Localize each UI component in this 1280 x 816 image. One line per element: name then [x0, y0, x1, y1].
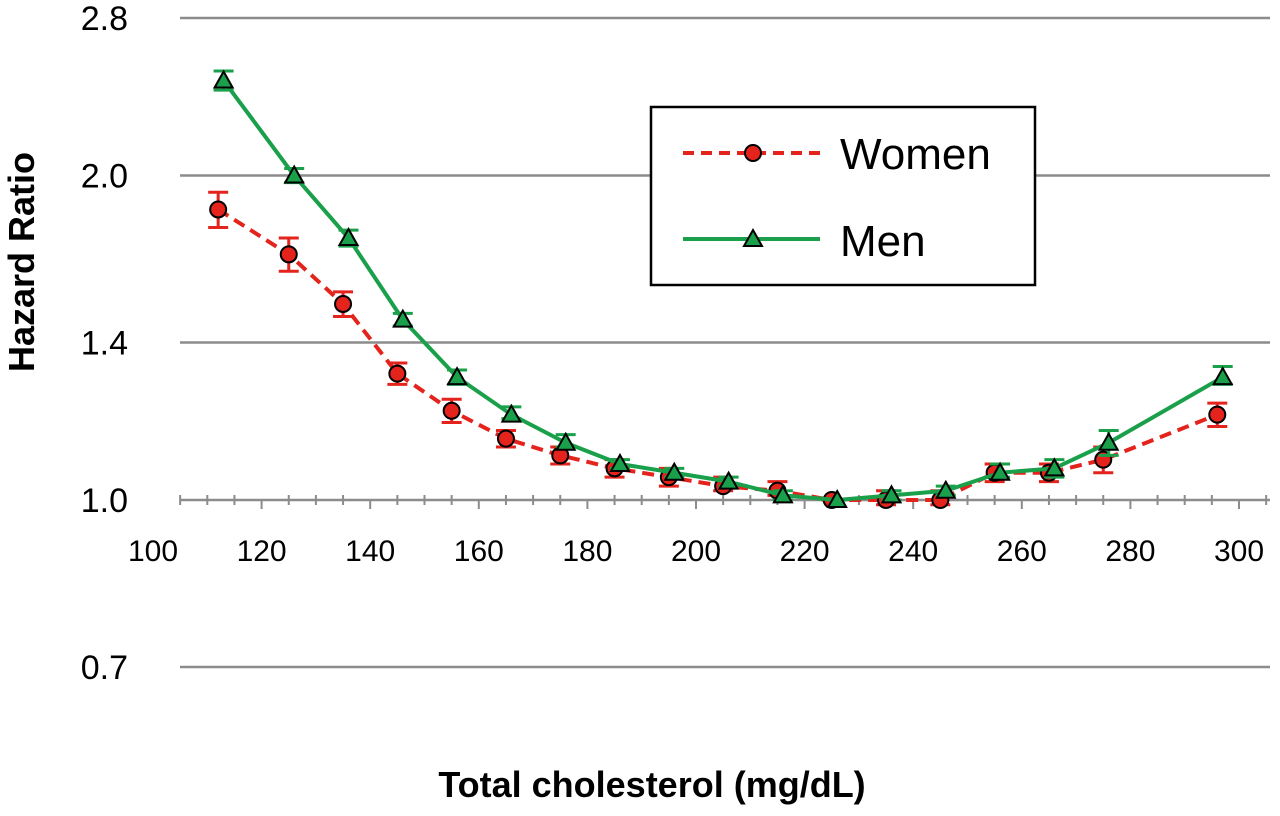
series-men: [212, 69, 1234, 508]
x-tick-label: 200: [671, 535, 721, 568]
data-point-men: [1043, 457, 1066, 477]
y-axis-ticks: 2.8 2.0 1.4 1.0 0.7: [81, 0, 128, 687]
y-tick-label: 1.0: [81, 482, 128, 520]
data-point-men: [935, 479, 957, 499]
data-point-men: [826, 488, 848, 508]
y-axis-title: Hazard Ratio: [1, 152, 42, 372]
data-point-men: [663, 461, 685, 481]
gridlines: [180, 16, 1270, 669]
x-tick-label: 260: [997, 535, 1047, 568]
data-point-men: [392, 308, 414, 328]
x-tick-label: 300: [1214, 535, 1264, 568]
data-point-men: [772, 484, 794, 504]
x-tick-label: 160: [454, 535, 504, 568]
x-tick-label: 120: [237, 535, 287, 568]
y-tick-label: 0.7: [81, 649, 128, 687]
data-point-women: [496, 429, 515, 448]
data-point-men: [880, 484, 903, 504]
data-point-women: [1208, 405, 1227, 424]
x-tick-label: 280: [1105, 535, 1155, 568]
legend-item-women: Women: [683, 130, 991, 179]
data-point-men: [989, 461, 1011, 481]
x-tick-label: 240: [888, 535, 938, 568]
data-point-women: [442, 401, 461, 420]
data-point-men: [446, 366, 468, 386]
x-tick-label: 140: [345, 535, 395, 568]
series-line-men: [221, 79, 1224, 502]
legend-women-marker: [744, 144, 762, 162]
data-point-men: [500, 403, 523, 423]
y-tick-label: 2.0: [81, 158, 128, 196]
data-point-men: [212, 69, 235, 89]
data-point-women: [334, 294, 353, 313]
x-axis-title: Total cholesterol (mg/dL): [438, 764, 865, 805]
legend-label-women: Women: [840, 130, 991, 179]
legend-box: [649, 105, 1037, 287]
data-point-men: [554, 431, 577, 451]
data-point-men: [337, 226, 360, 247]
data-point-women: [279, 245, 298, 264]
data-point-women: [388, 364, 407, 383]
data-point-women: [209, 200, 228, 219]
y-tick-label: 1.4: [81, 324, 128, 362]
data-point-men: [283, 164, 305, 184]
legend-item-men: Men: [683, 217, 926, 266]
x-tick-label: 220: [780, 535, 830, 568]
data-point-men: [717, 470, 740, 490]
series-group: [208, 69, 1234, 509]
y-tick-label: 2.8: [81, 0, 128, 38]
x-axis: 100 120 140 160 180 200 220 240 260 280 300: [128, 495, 1270, 568]
data-point-men: [1212, 366, 1234, 386]
data-point-men: [609, 452, 631, 472]
legend-men-marker: [742, 227, 764, 247]
x-tick-label: 180: [562, 535, 612, 568]
data-point-men: [1097, 431, 1120, 451]
x-tick-label: 100: [128, 535, 178, 568]
legend: Women Men: [649, 105, 1037, 287]
legend-label-men: Men: [840, 217, 926, 266]
